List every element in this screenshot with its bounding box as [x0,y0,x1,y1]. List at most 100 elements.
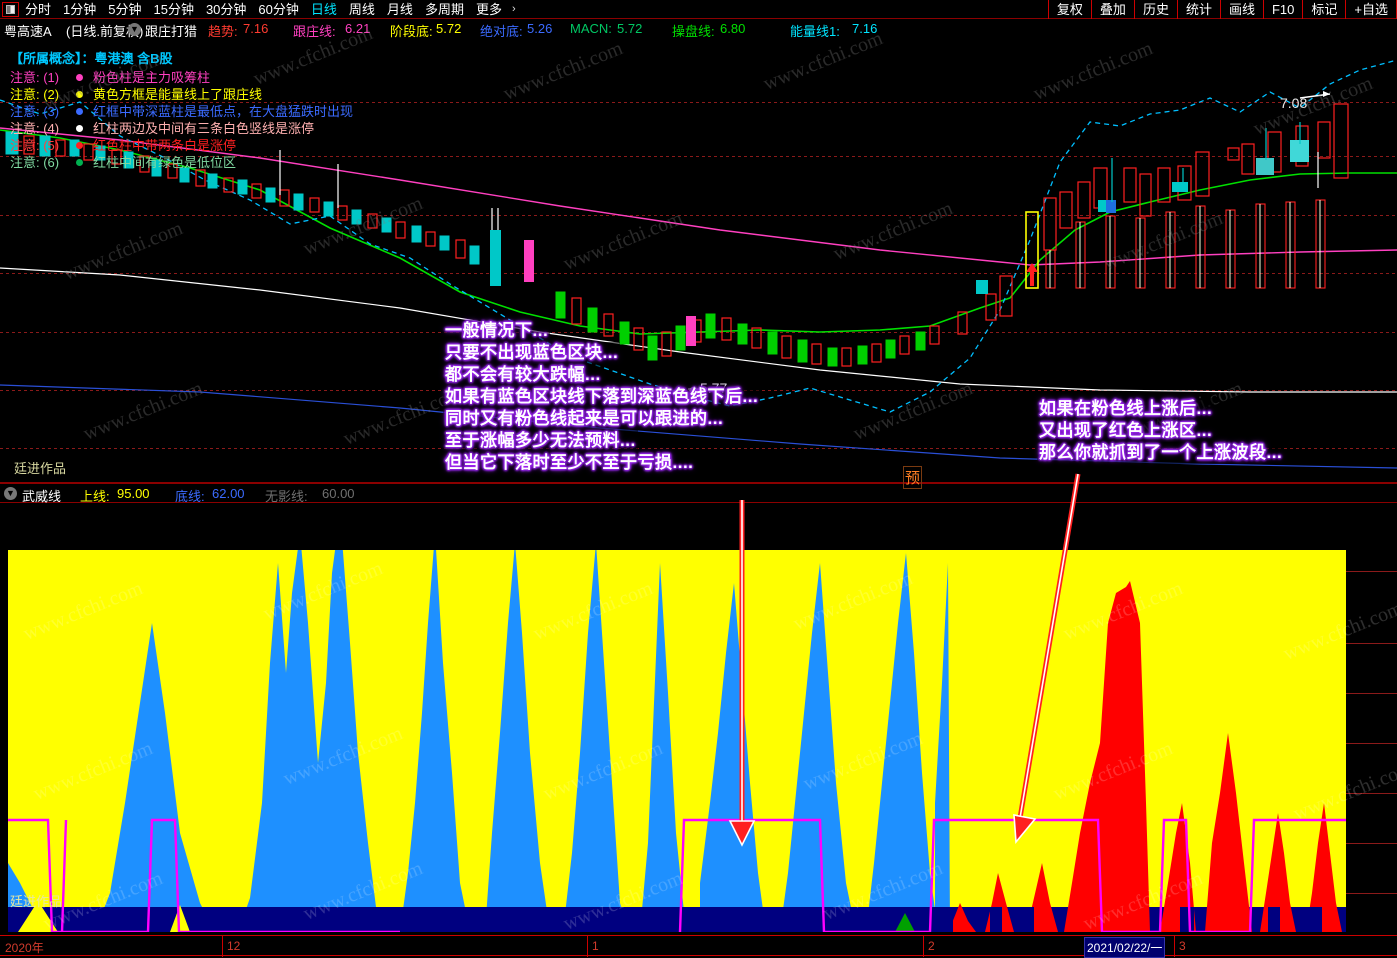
value-macn: 5.72 [617,21,643,36]
sub-indicator-name[interactable]: 武威线 [22,489,62,504]
sub-indicator-panel[interactable]: 廷进作品 [0,503,1397,935]
annotation-left-line-1: 一般情况下... [443,320,551,342]
note-item-2: 注意: (2) 黄色方框是能量线上了跟庄线 [10,86,353,103]
note-label-6: 注意: (6) [10,155,60,170]
sub-label-noshadow: 无影线: [265,489,308,504]
sub-indicator-header: ▼ 武威线 上线: 95.00 底线: 62.00 无影线: 60.00 [0,483,1397,504]
price-label-high: 7.08 [1280,95,1308,111]
watermark-author-top: 廷进作品 [14,461,67,476]
period-tab-5[interactable]: 60分钟 [258,1,299,17]
value-genzhuangxian: 6.21 [345,21,371,36]
note-text-6: 红柱中间有绿色是低位区 [93,155,237,170]
annotation-left-line-5: 同时又有粉色线起来是可以跟进的... [443,408,726,430]
value-label-genzhuangxian: 跟庄线: [293,24,336,39]
note-label-2: 注意: (2) [10,87,60,102]
note-text-1: 粉色柱是主力吸筹柱 [93,70,211,85]
date-label-2: 1 [592,939,599,953]
note-item-1: 注意: (1) 粉色柱是主力吸筹柱 [10,69,353,86]
sub-value-noshadow: 60.00 [322,486,355,501]
value-label-caopanxian: 操盘线: [672,24,715,39]
adjust-mode: (日线.前复权) [66,24,144,39]
period-tab-3[interactable]: 15分钟 [153,1,194,17]
toolbar-button-biaoji[interactable]: 标记 [1302,0,1345,19]
period-tab-1[interactable]: 1分钟 [63,1,97,17]
period-tab-6[interactable]: 日线 [310,1,337,17]
sub-value-upper: 95.00 [117,486,150,501]
chevron-right-icon[interactable]: › [511,3,516,15]
period-tab-8[interactable]: 月线 [386,1,413,17]
watermark-author-bottom: 廷进作品 [10,894,63,909]
note-label-3: 注意: (3) [10,104,60,119]
candles-left [5,131,534,286]
date-label-4: 3 [1179,939,1186,953]
note-text-3: 红框中带深蓝柱是最低点，在大盘猛跌时出现 [93,104,354,119]
date-tick-2 [587,936,588,957]
note-item-3: 注意: (3) 红框中带深蓝柱是最低点，在大盘猛跌时出现 [10,103,353,120]
period-tab-2[interactable]: 5分钟 [108,1,142,17]
annotation-right-line-3: 那么你就抓到了一个上涨波段... [1037,442,1285,464]
toolbar-button-lishi[interactable]: 历史 [1133,0,1177,19]
note-dot-icon-6 [76,159,83,166]
note-text-5: 红色柱中带两条白是涨停 [93,138,237,153]
value-caopanxian: 6.80 [720,21,746,36]
annotation-block-left: 一般情况下... 只要不出现蓝色区块... 都不会有较大跌幅... 如果有蓝色区… [443,320,761,474]
indicator-name[interactable]: 跟庄打猎 [145,24,198,39]
date-label-0: 2020年 [5,941,44,955]
toolbar-button-diejia[interactable]: 叠加 [1090,0,1134,19]
toolbar-button-huaxian[interactable]: 画线 [1219,0,1263,19]
period-tab-0[interactable]: 分时 [25,1,52,17]
value-label-juedudi: 绝对底: [480,24,523,39]
value-jieduandi: 5.72 [436,21,462,36]
value-nengliangxian1: 7.16 [852,21,878,36]
note-item-6: 注意: (6) 红柱中间有绿色是低位区 [10,154,353,171]
candles-right [999,103,1349,317]
period-tab-7[interactable]: 周线 [348,1,375,17]
annotation-left-line-7: 但当它下落时至少不至于亏损.... [443,452,696,474]
note-text-4: 红柱两边及中间有三条白色竖线是涨停 [93,121,315,136]
toolbar-button-fuquan[interactable]: 复权 [1047,0,1091,19]
note-item-4: 注意: (4) 红柱两边及中间有三条白色竖线是涨停 [10,120,353,137]
annotation-block-right: 如果在粉色线上涨后... 又出现了红色上涨区... 那么你就抓到了一个上涨波段.… [1037,398,1285,464]
sub-value-bottom: 62.00 [212,486,245,501]
concept-label: 【所属概念】：粤港澳 含B股 [10,51,173,66]
toolbar-button-tongji[interactable]: 统计 [1176,0,1220,19]
chevron-down-icon-sub[interactable]: ▼ [4,487,17,500]
toolbar-button-add-watchlist[interactable]: +自选 [1345,0,1397,19]
period-tab-10[interactable]: 更多 [475,1,502,17]
date-tick-4 [1174,936,1175,957]
note-dot-icon-5 [76,142,83,149]
date-label-3: 2 [928,939,935,953]
note-item-5: 注意: (5) 红色柱中带两条白是涨停 [10,137,353,154]
value-label-jieduandi: 阶段底: [390,24,433,39]
annotation-left-line-4: 如果有蓝色区块线下落到深蓝色线下后... [443,386,761,408]
date-label-selected[interactable]: 2021/02/22/一 [1084,937,1166,958]
chevron-down-icon[interactable]: ▼ [128,23,141,36]
note-label-5: 注意: (5) [10,138,60,153]
note-label-1: 注意: (1) [10,70,60,85]
candles-middle [555,280,997,367]
value-juedudi: 5.26 [527,21,553,36]
note-dot-icon-4 [76,125,83,132]
annotation-left-line-6: 至于涨幅多少无法预料... [443,430,638,452]
date-axis: 2020年 12 1 2 3 2021/02/22/一 [0,935,1397,958]
annotation-left-line-2: 只要不出现蓝色区块... [443,342,621,364]
value-trend: 7.16 [243,21,269,36]
note-dot-icon-2 [76,91,83,98]
toolbar-button-f10[interactable]: F10 [1262,0,1302,19]
date-tick-1 [222,936,223,957]
date-label-1: 12 [227,939,241,953]
period-tab-9[interactable]: 多周期 [424,1,464,17]
date-tick-3 [923,936,924,957]
annotation-right-line-2: 又出现了红色上涨区... [1037,420,1215,442]
quote-info-bar: 粤高速A (日线.前复权) ▼ 跟庄打猎 趋势: 7.16 跟庄线: 6.21 … [0,19,1397,40]
period-toolbar: 分时 1分钟 5分钟 15分钟 30分钟 60分钟 日线 周线 月线 多周期 更… [0,0,1397,19]
value-label-macn: MACN: [570,21,612,36]
period-tab-4[interactable]: 30分钟 [205,1,247,17]
stock-name: 粤高速A [4,24,52,39]
sub-label-upper: 上线: [80,489,110,504]
value-label-nengliangxian1: 能量线1: [790,24,840,39]
note-text-2: 黄色方框是能量线上了跟庄线 [93,87,263,102]
toolbar-right-group: 复权 叠加 历史 统计 画线 F10 标记 +自选 [1047,0,1397,19]
window-restore-icon[interactable] [2,1,19,17]
